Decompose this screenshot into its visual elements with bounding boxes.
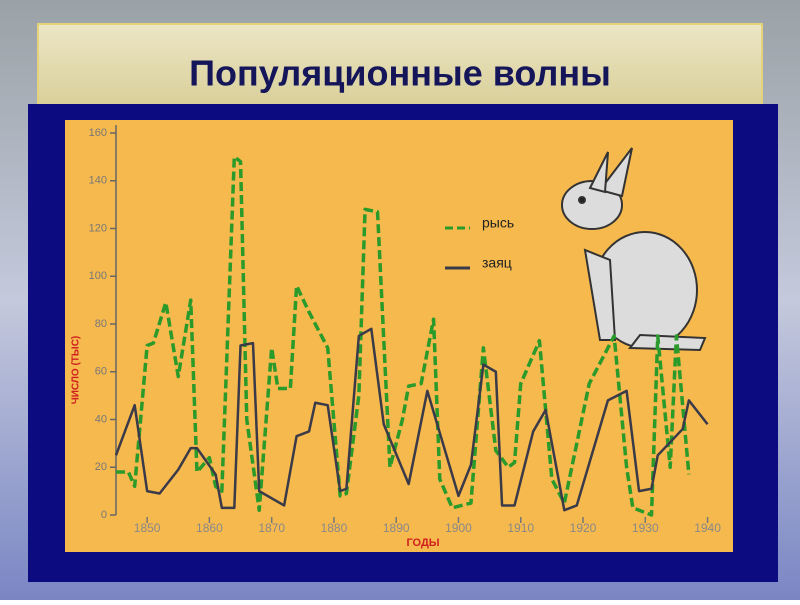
y-tick-label: 20 bbox=[95, 461, 107, 473]
y-axis-label: ЧИСЛО (ТЫС) bbox=[71, 336, 82, 405]
title-banner bbox=[37, 23, 763, 109]
series-line bbox=[114, 327, 709, 512]
x-tick-label: 1890 bbox=[383, 521, 410, 535]
y-tick-label: 80 bbox=[95, 318, 107, 330]
x-axis-label: ГОДЫ bbox=[406, 537, 439, 549]
x-tick-label: 1870 bbox=[258, 521, 285, 535]
y-tick-label: 0 bbox=[101, 509, 107, 521]
x-tick-label: 1920 bbox=[570, 521, 597, 535]
title: Популяционные волны bbox=[189, 53, 611, 94]
x-tick-label: 1900 bbox=[445, 521, 472, 535]
x-tick-label: 1940 bbox=[694, 521, 721, 535]
y-tick-label: 140 bbox=[89, 175, 107, 187]
y-tick-label: 160 bbox=[89, 127, 107, 139]
series-line bbox=[116, 155, 691, 517]
y-tick-label: 60 bbox=[95, 366, 107, 378]
y-tick-label: 100 bbox=[89, 270, 107, 282]
x-tick-label: 1910 bbox=[507, 521, 534, 535]
x-tick-label: 1880 bbox=[321, 521, 348, 535]
legend-label: рысь bbox=[482, 215, 514, 231]
legend-label: заяц bbox=[482, 255, 512, 271]
x-tick-label: 1930 bbox=[632, 521, 659, 535]
x-tick-label: 1860 bbox=[196, 521, 223, 535]
y-tick-label: 40 bbox=[95, 413, 107, 425]
hare-illustration bbox=[561, 147, 707, 352]
y-tick-label: 120 bbox=[89, 222, 107, 234]
x-tick-label: 1850 bbox=[134, 521, 161, 535]
chart: 0 20 40 60 80 100 120 140 160 1850 1860 1870 1880 189… bbox=[71, 125, 721, 549]
